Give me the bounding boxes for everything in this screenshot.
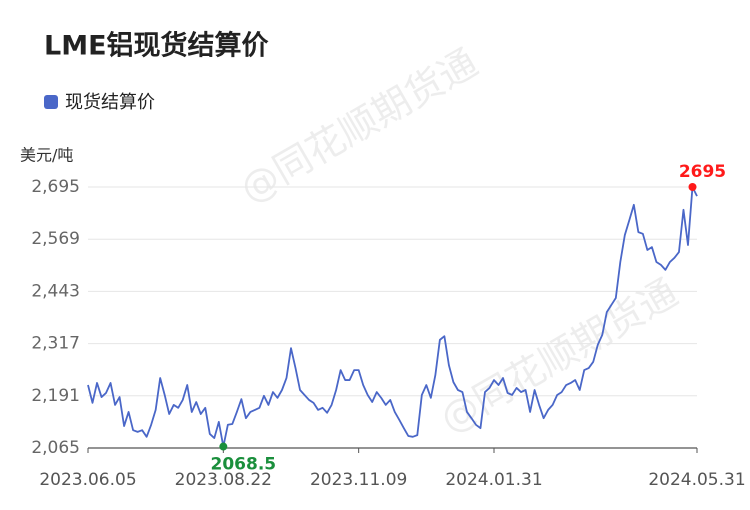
x-tick-label: 2024.05.31 bbox=[648, 470, 745, 490]
y-tick-label: 2,695 bbox=[31, 177, 80, 197]
y-tick-label: 2,191 bbox=[31, 386, 80, 406]
y-tick-label: 2,569 bbox=[31, 229, 80, 249]
max-point bbox=[688, 183, 697, 191]
chart-title: LME铝现货结算价 bbox=[44, 30, 270, 62]
x-tick-label: 2024.01.31 bbox=[445, 470, 542, 490]
y-tick-label: 2,065 bbox=[31, 438, 80, 458]
x-tick-label: 2023.06.05 bbox=[39, 470, 136, 490]
max-label: 2695 bbox=[679, 162, 726, 182]
y-axis-label: 美元/吨 bbox=[20, 146, 73, 165]
watermark: @同花顺期货通 bbox=[233, 40, 485, 211]
y-tick-label: 2,317 bbox=[31, 334, 80, 354]
data-line bbox=[87, 186, 698, 448]
min-point bbox=[219, 442, 228, 451]
legend-label: 现货结算价 bbox=[65, 92, 155, 113]
min-label: 2068.5 bbox=[211, 455, 277, 475]
y-tick-label: 2,443 bbox=[31, 281, 80, 301]
x-tick-label: 2023.08.22 bbox=[175, 470, 272, 490]
x-tick-label: 2023.11.09 bbox=[310, 470, 407, 490]
legend-swatch bbox=[44, 95, 58, 109]
